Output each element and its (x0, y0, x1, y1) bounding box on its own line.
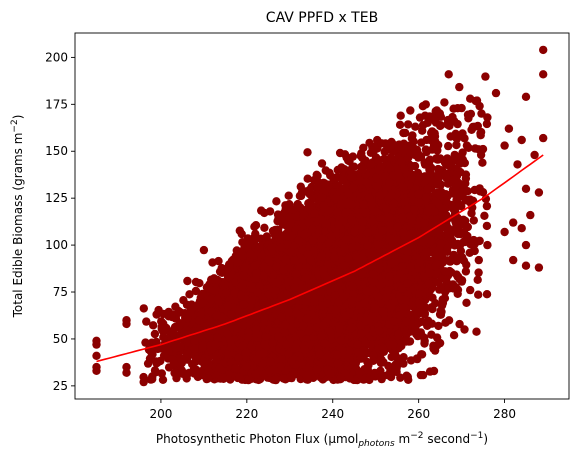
data-point (141, 338, 150, 347)
data-point (482, 221, 492, 231)
data-point (363, 365, 372, 374)
data-point (403, 120, 413, 129)
chart-title: CAV PPFD x TEB (266, 10, 378, 26)
data-point (455, 319, 464, 329)
data-point (411, 122, 420, 131)
data-point (139, 304, 148, 313)
data-points (92, 45, 548, 387)
data-point (449, 331, 459, 340)
data-point (482, 201, 492, 211)
data-point (460, 325, 469, 334)
data-point (284, 191, 293, 200)
data-point (482, 119, 492, 129)
data-point (434, 321, 443, 331)
